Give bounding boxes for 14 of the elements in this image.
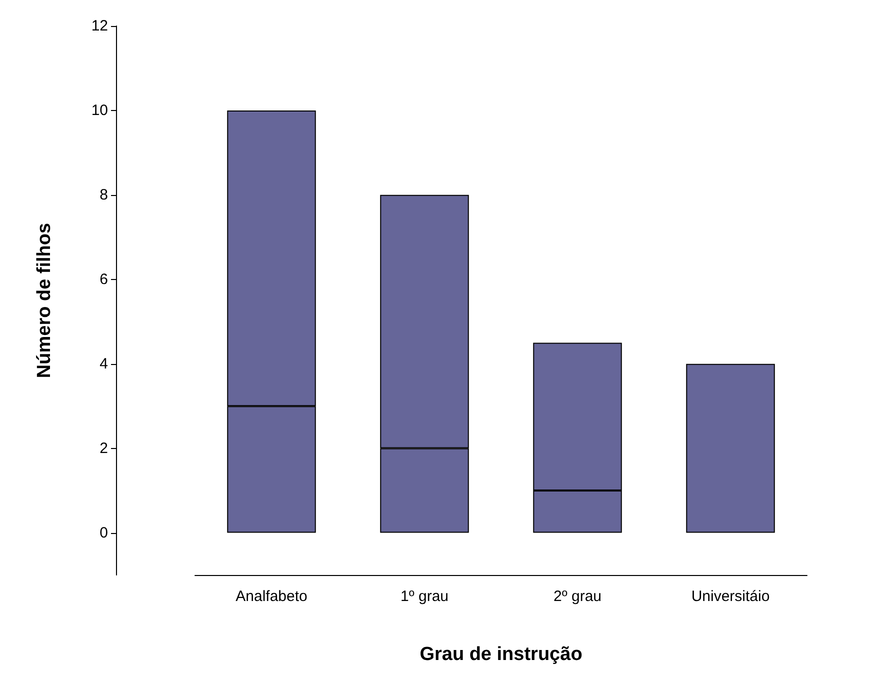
y-tick-label: 2: [100, 440, 108, 457]
y-tick-label: 4: [100, 355, 108, 372]
bar: [686, 364, 775, 533]
y-tick-label: 0: [100, 524, 108, 542]
y-tick-label: 12: [91, 18, 108, 34]
x-tick-label: Universitáio: [691, 588, 770, 605]
x-axis-title: Grau de instrução: [420, 644, 582, 665]
x-tick-label: Analfabeto: [236, 588, 308, 605]
y-axis-title: Número de filhos: [34, 222, 55, 378]
y-tick-label: 10: [91, 102, 108, 119]
x-tick-label: 1º grau: [400, 588, 449, 605]
y-tick-label: 6: [100, 270, 108, 288]
x-tick-label: 2º grau: [553, 588, 602, 605]
y-tick-label: 8: [100, 186, 108, 204]
